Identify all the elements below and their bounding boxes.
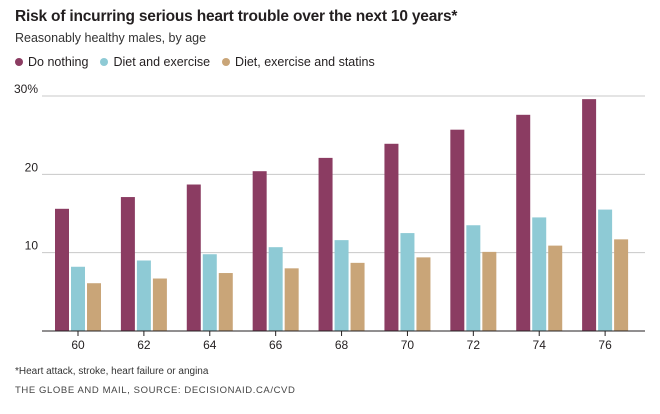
- bar: [87, 283, 101, 331]
- x-tick-label: 72: [467, 338, 481, 352]
- bar: [532, 217, 547, 331]
- legend-item-diet-exercise: Diet and exercise: [100, 55, 210, 69]
- legend: Do nothing Diet and exercise Diet, exerc…: [15, 55, 375, 69]
- bar: [218, 273, 233, 331]
- bar: [350, 262, 365, 331]
- bar: [614, 239, 629, 331]
- legend-label: Do nothing: [28, 55, 89, 69]
- x-tick-label: 74: [533, 338, 547, 352]
- x-tick-label: 64: [203, 338, 217, 352]
- y-tick-label: 20: [25, 160, 39, 174]
- legend-swatch: [15, 58, 23, 66]
- bar: [334, 240, 349, 331]
- legend-swatch: [222, 58, 231, 66]
- chart-title: Risk of incurring serious heart trouble …: [15, 8, 458, 25]
- bar: [186, 184, 201, 331]
- x-tick-label: 62: [137, 338, 151, 352]
- x-tick-label: 66: [269, 338, 283, 352]
- bar: [548, 245, 563, 331]
- bar: [400, 233, 415, 331]
- x-tick-label: 76: [598, 338, 612, 352]
- legend-item-do-nothing: Do nothing: [15, 55, 88, 69]
- legend-swatch: [100, 58, 109, 66]
- chart-subtitle: Reasonably healthy males, by age: [15, 31, 207, 45]
- bar: [120, 197, 135, 331]
- bar: [598, 209, 613, 331]
- footnote: *Heart attack, stroke, heart failure or …: [15, 366, 209, 377]
- bar: [252, 171, 267, 331]
- bar: [384, 143, 399, 331]
- bar: [582, 99, 597, 331]
- bar: [152, 278, 167, 331]
- legend-label: Diet and exercise: [113, 55, 211, 69]
- x-tick-label: 70: [401, 338, 415, 352]
- bar: [55, 208, 69, 331]
- legend-label: Diet, exercise and statins: [235, 55, 375, 69]
- y-tick-label: 10: [25, 239, 39, 253]
- legend-item-diet-exercise-statins: Diet, exercise and statins: [222, 55, 375, 69]
- bar: [268, 247, 283, 331]
- bar: [516, 114, 531, 331]
- bar: [482, 251, 497, 331]
- y-tick-label: 30%: [14, 82, 38, 96]
- x-tick-label: 68: [335, 338, 349, 352]
- bar: [416, 257, 431, 331]
- bar: [284, 268, 299, 331]
- bar: [71, 266, 85, 331]
- bar: [450, 129, 465, 331]
- bar: [136, 260, 151, 331]
- x-tick-label: 60: [71, 338, 85, 352]
- bar: [466, 225, 481, 331]
- bar: [202, 254, 217, 331]
- bar: [318, 157, 333, 331]
- source-credit: THE GLOBE AND MAIL, SOURCE: DECISIONAID.…: [15, 385, 296, 396]
